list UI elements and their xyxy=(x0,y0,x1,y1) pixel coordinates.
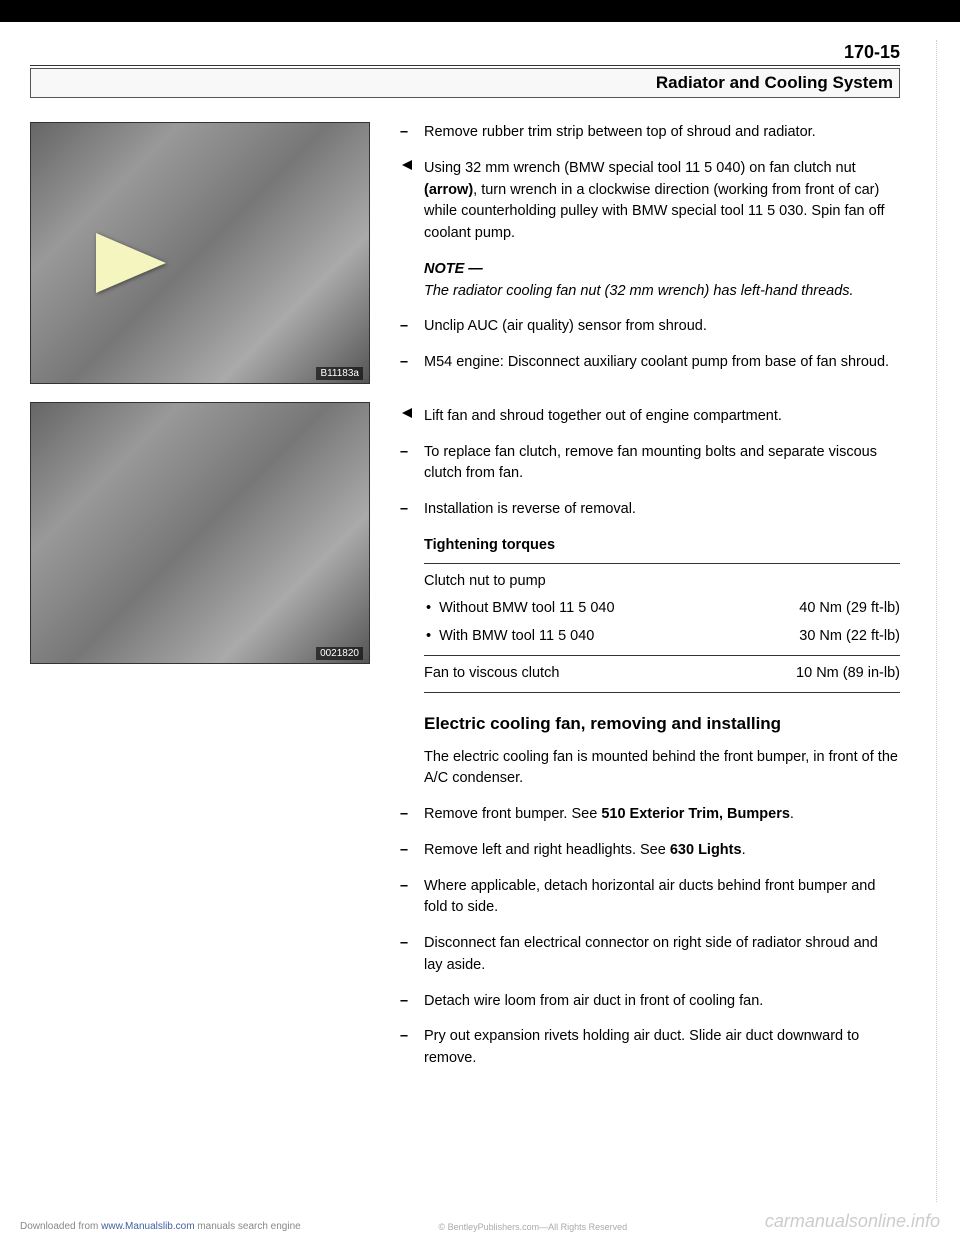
figure-1-fan-clutch-nut: B11183a xyxy=(30,122,370,384)
step-lift-fan: Lift fan and shroud together out of engi… xyxy=(400,406,900,428)
step-text: Where applicable, detach horizontal air … xyxy=(424,876,900,920)
step-disconnect-connector: – Disconnect fan electrical connector on… xyxy=(400,933,900,977)
dash-bullet: – xyxy=(400,876,424,898)
step-detach-ducts: – Where applicable, detach horizontal ai… xyxy=(400,876,900,920)
step-replace-clutch: – To replace fan clutch, remove fan moun… xyxy=(400,442,900,486)
torque-label: Clutch nut to pump xyxy=(424,571,546,593)
torque-value: 30 Nm (22 ft-lb) xyxy=(799,626,900,648)
torque-label: With BMW tool 11 5 040 xyxy=(424,626,594,648)
step-text: Disconnect fan electrical connector on r… xyxy=(424,933,900,977)
torque-row-without-tool: Without BMW tool 11 5 040 40 Nm (29 ft-l… xyxy=(424,595,900,623)
left-column: B11183a 0021820 xyxy=(30,122,370,1084)
subsection-title: Electric cooling fan, removing and insta… xyxy=(424,713,900,735)
torque-label: Fan to viscous clutch xyxy=(424,663,559,685)
step-text: Lift fan and shroud together out of engi… xyxy=(424,406,900,428)
torque-row-fan-clutch: Fan to viscous clutch 10 Nm (89 in-lb) xyxy=(424,660,900,688)
figure-2-id: 0021820 xyxy=(316,647,363,660)
torque-value: 10 Nm (89 in-lb) xyxy=(796,663,900,685)
torque-row-clutch-nut: Clutch nut to pump xyxy=(424,568,900,596)
step-remove-headlights: – Remove left and right headlights. See … xyxy=(400,840,900,862)
torque-value: 40 Nm (29 ft-lb) xyxy=(799,598,900,620)
triangle-bullet-icon xyxy=(400,406,424,420)
callout-arrow xyxy=(96,233,166,293)
step-m54-disconnect: – M54 engine: Disconnect auxiliary coola… xyxy=(400,352,900,374)
step-remove-bumper: – Remove front bumper. See 510 Exterior … xyxy=(400,804,900,826)
main-layout: B11183a 0021820 – Remove rubber trim str… xyxy=(30,122,900,1084)
dash-bullet: – xyxy=(400,933,424,955)
triangle-bullet-icon xyxy=(400,158,424,172)
torque-row-with-tool: With BMW tool 11 5 040 30 Nm (22 ft-lb) xyxy=(424,623,900,651)
step-text: Pry out expansion rivets holding air duc… xyxy=(424,1026,900,1070)
page-number: 170-15 xyxy=(30,42,900,63)
figure-2-fan-shroud: 0021820 xyxy=(30,402,370,664)
step-installation-reverse: – Installation is reverse of removal. xyxy=(400,499,900,521)
step-text: Using 32 mm wrench (BMW special tool 11 … xyxy=(424,158,900,245)
table-rule xyxy=(424,563,900,564)
manualslib-link[interactable]: www.Manualslib.com xyxy=(101,1221,194,1232)
note-label: NOTE — xyxy=(424,259,900,281)
dash-bullet: – xyxy=(400,316,424,338)
dash-bullet: – xyxy=(400,122,424,144)
page-footer: Downloaded from www.Manualslib.com manua… xyxy=(0,1211,960,1232)
right-column: – Remove rubber trim strip between top o… xyxy=(400,122,900,1084)
footer-left: Downloaded from www.Manualslib.com manua… xyxy=(20,1221,301,1232)
step-text: Installation is reverse of removal. xyxy=(424,499,900,521)
step-text: To replace fan clutch, remove fan mounti… xyxy=(424,442,900,486)
step-text: Unclip AUC (air quality) sensor from shr… xyxy=(424,316,900,338)
figure-1-id: B11183a xyxy=(316,367,363,380)
dash-bullet: – xyxy=(400,1026,424,1048)
step-remove-trim: – Remove rubber trim strip between top o… xyxy=(400,122,900,144)
torque-label: Without BMW tool 11 5 040 xyxy=(424,598,615,620)
page-content: 170-15 Radiator and Cooling System B1118… xyxy=(0,22,960,1084)
footer-rights: © BentleyPublishers.com—All Rights Reser… xyxy=(301,1222,765,1232)
step-text: Remove left and right headlights. See 63… xyxy=(424,840,900,862)
dash-bullet: – xyxy=(400,840,424,862)
step-text: Detach wire loom from air duct in front … xyxy=(424,991,900,1013)
right-margin-marks xyxy=(936,40,960,1202)
dash-bullet: – xyxy=(400,499,424,521)
step-pry-rivets: – Pry out expansion rivets holding air d… xyxy=(400,1026,900,1070)
section-header: Radiator and Cooling System xyxy=(30,68,900,98)
torque-table: Clutch nut to pump Without BMW tool 11 5… xyxy=(424,563,900,693)
step-text: M54 engine: Disconnect auxiliary coolant… xyxy=(424,352,900,374)
dash-bullet: – xyxy=(400,991,424,1013)
step-detach-wire-loom: – Detach wire loom from air duct in fron… xyxy=(400,991,900,1013)
footer-watermark: carmanualsonline.info xyxy=(765,1211,940,1232)
torque-title: Tightening torques xyxy=(424,535,900,557)
dash-bullet: – xyxy=(400,804,424,826)
step-unclip-auc: – Unclip AUC (air quality) sensor from s… xyxy=(400,316,900,338)
dash-bullet: – xyxy=(400,352,424,374)
header-rule xyxy=(30,65,900,66)
step-text: Remove rubber trim strip between top of … xyxy=(424,122,900,144)
note-block: NOTE — The radiator cooling fan nut (32 … xyxy=(424,259,900,303)
top-black-bar xyxy=(0,0,960,22)
table-rule xyxy=(424,692,900,693)
note-text: The radiator cooling fan nut (32 mm wren… xyxy=(424,281,900,303)
dash-bullet: – xyxy=(400,442,424,464)
subsection-intro: The electric cooling fan is mounted behi… xyxy=(424,747,900,791)
table-rule xyxy=(424,655,900,656)
step-use-wrench: Using 32 mm wrench (BMW special tool 11 … xyxy=(400,158,900,245)
step-text: Remove front bumper. See 510 Exterior Tr… xyxy=(424,804,900,826)
